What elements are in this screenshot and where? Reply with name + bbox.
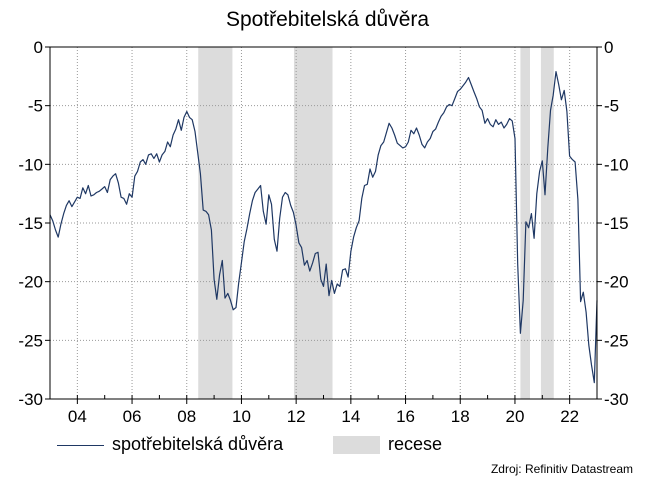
y-tick-label-left: 0 [34, 38, 43, 57]
x-tick-label: 22 [560, 407, 579, 426]
y-tick-label-left: -20 [18, 273, 43, 292]
x-tick-label: 20 [505, 407, 524, 426]
x-tick-label: 04 [68, 407, 87, 426]
y-tick-label-left: -5 [28, 97, 43, 116]
legend-label-series: spotřebitelská důvěra [112, 434, 284, 454]
x-tick-label: 16 [396, 407, 415, 426]
ticks [45, 46, 602, 404]
y-tick-label-right: -5 [604, 97, 619, 116]
series-layer [49, 70, 598, 384]
y-tick-label-right: 0 [604, 38, 613, 57]
y-tick-label-right: -10 [604, 155, 629, 174]
legend-line-swatch [57, 445, 104, 446]
y-tick-label-left: -10 [18, 155, 43, 174]
recession-band-2 [520, 47, 530, 399]
y-tick-label-right: -25 [604, 331, 629, 350]
x-tick-label: 12 [287, 407, 306, 426]
x-tick-label: 14 [341, 407, 360, 426]
series-line-0 [49, 70, 598, 384]
y-tick-label-left: -30 [18, 390, 43, 409]
legend-label-recession: recese [388, 434, 443, 454]
legend-recession-swatch [333, 436, 380, 454]
x-tick-label: 18 [451, 407, 470, 426]
y-tick-label-left: -25 [18, 331, 43, 350]
recession-band-3 [540, 47, 554, 399]
x-tick-label: 08 [177, 407, 196, 426]
y-tick-label-left: -15 [18, 214, 43, 233]
y-tick-label-right: -30 [604, 390, 629, 409]
x-tick-label: 06 [123, 407, 142, 426]
source-note: Zdroj: Refinitiv Datastream [490, 462, 633, 476]
chart-title: Spotřebitelská důvěra [225, 8, 430, 31]
x-tick-label: 10 [232, 407, 251, 426]
tick-labels: 0 0 -5 -5 -10 -10 -15 -15 -20 -20 -25 -25 -30 -30 04 06… [18, 38, 628, 426]
y-tick-label-right: -15 [604, 214, 629, 233]
y-tick-label-right: -20 [604, 273, 629, 292]
